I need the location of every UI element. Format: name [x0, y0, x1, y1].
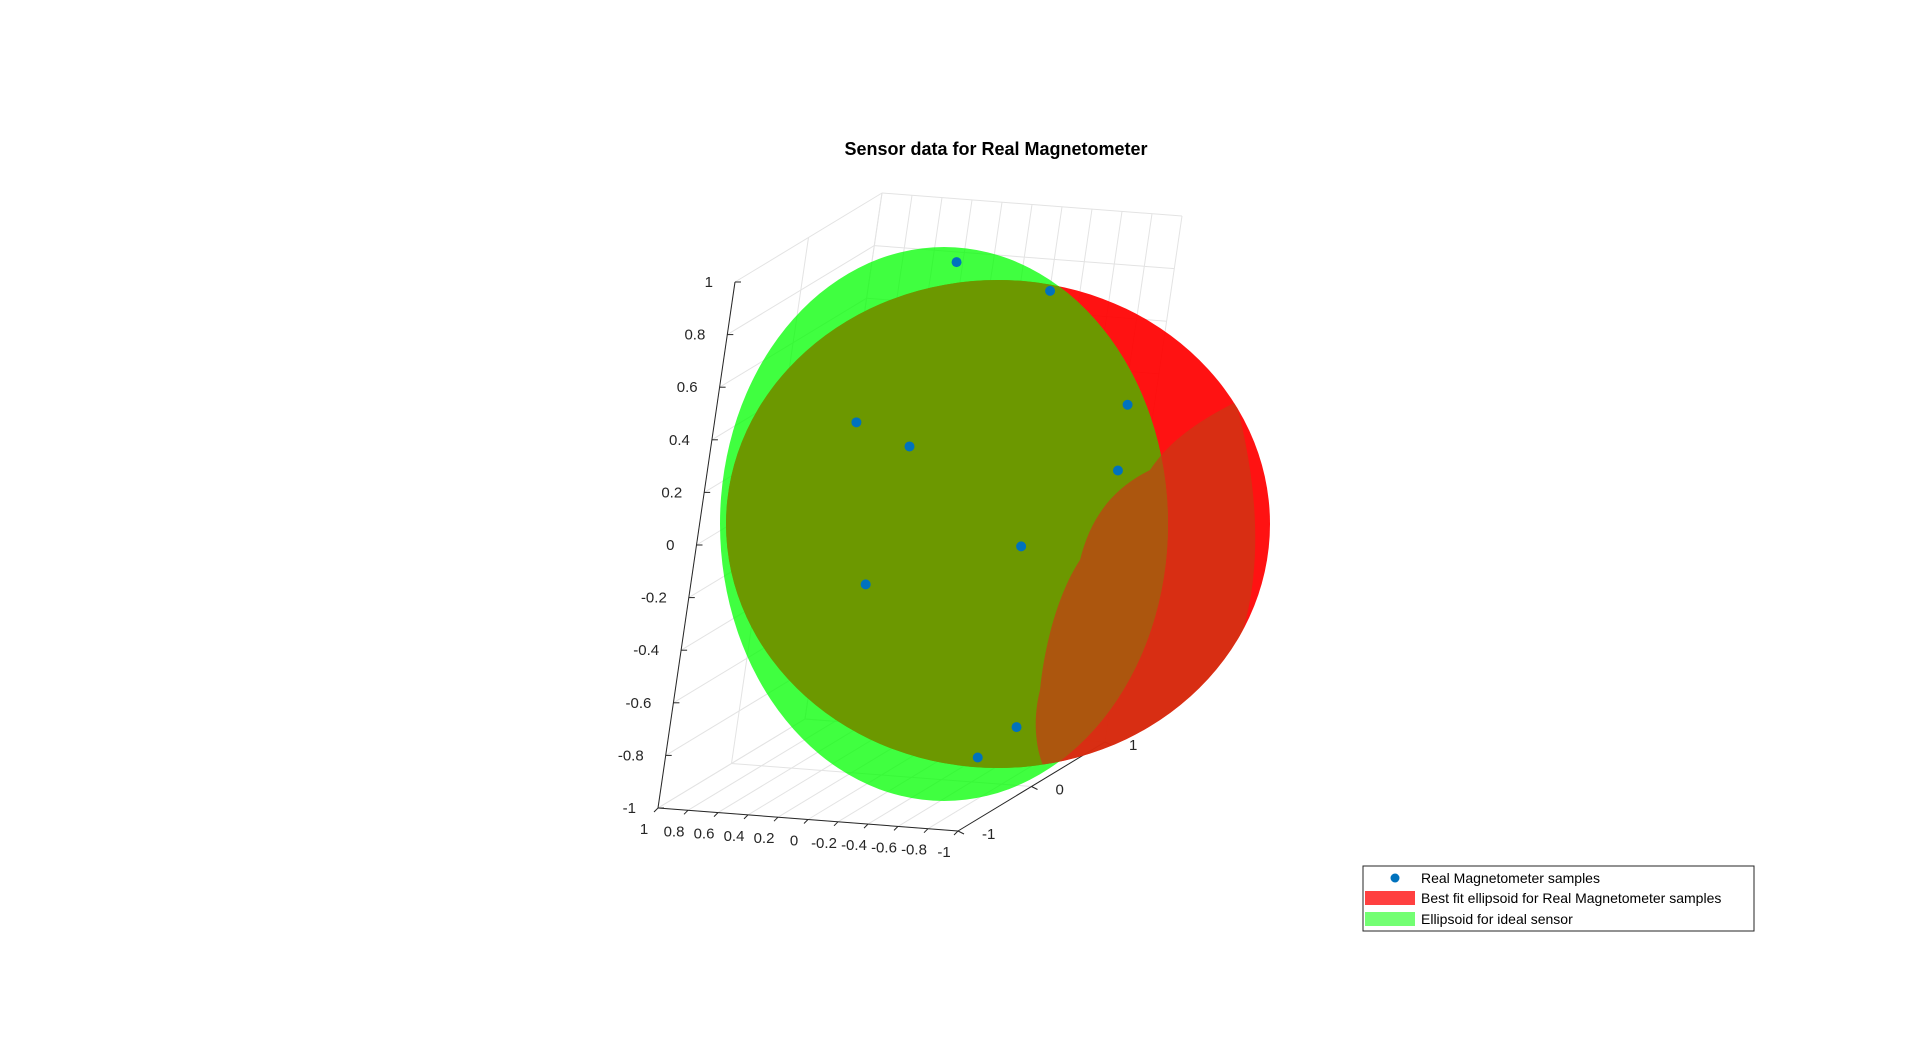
sample-point: [1112, 465, 1123, 476]
x-tick-label: -0.2: [811, 835, 837, 852]
chart-title: Sensor data for Real Magnetometer: [844, 139, 1147, 159]
side-wall-grid-line-z: [727, 245, 875, 336]
x-tick-label: -0.6: [871, 839, 897, 856]
z-tick-label: -0.2: [641, 590, 667, 607]
side-wall-grid-line-z: [734, 192, 883, 283]
y-axis-tick-labels: 1 0 -1: [982, 737, 1137, 843]
y-tick-label: -1: [982, 826, 995, 843]
y-tick-label: 0: [1056, 782, 1064, 799]
overlap-region: [726, 280, 1256, 768]
legend-label-fit-ellipsoid: Best fit ellipsoid for Real Magnetometer…: [1421, 890, 1721, 906]
z-tick-label: 0.8: [684, 327, 705, 344]
z-tick-label: -0.8: [618, 747, 644, 764]
x-axis-tick-labels: 1 0.8 0.6 0.4 0.2 0 -0.2 -0.4 -0.6 -0.8 -1: [640, 821, 951, 861]
y-tick-mark: [957, 830, 965, 835]
x-tick-mark: [743, 814, 749, 820]
legend-item-ideal-ellipsoid[interactable]: Ellipsoid for ideal sensor: [1365, 911, 1573, 927]
sample-point: [1016, 541, 1027, 552]
x-tick-label: -1: [937, 844, 950, 861]
x-tick-label: 0.8: [664, 823, 685, 840]
legend-label-samples: Real Magnetometer samples: [1421, 870, 1600, 886]
x-tick-mark: [803, 819, 809, 824]
sample-points: [851, 257, 1133, 763]
sample-point: [972, 752, 983, 763]
y-tick-label: 1: [1129, 737, 1137, 754]
legend-swatch-fit-ellipsoid: [1365, 891, 1415, 905]
x-tick-mark: [773, 816, 779, 822]
legend-box: [1362, 865, 1755, 932]
x-tick-mark: [713, 812, 719, 817]
fit-ellipsoid-shaded-face: [1035, 402, 1256, 768]
x-tick-label: 0.4: [724, 828, 745, 845]
ellipsoid-surfaces: [720, 247, 1270, 801]
z-axis-tick-labels: 1 0.8 0.6 0.4 0.2 0 -0.2 -0.4 -0.6 -0.8 -1: [618, 274, 713, 817]
legend-marker-samples: [1390, 873, 1400, 883]
z-tick-label: -0.4: [633, 642, 659, 659]
axes-box: [653, 281, 1112, 836]
sample-point: [860, 579, 871, 590]
legend-item-samples[interactable]: Real Magnetometer samples: [1390, 870, 1600, 886]
sample-point: [951, 257, 962, 268]
legend-swatch-ideal-ellipsoid: [1365, 912, 1415, 926]
z-tick-label: -1: [623, 800, 636, 817]
z-tick-label: 0: [666, 537, 674, 554]
sample-point: [1045, 285, 1056, 296]
x-tick-label: 0.2: [754, 830, 775, 847]
x-tick-mark: [923, 828, 929, 834]
x-tick-label: 0: [790, 833, 798, 850]
y-tick-mark: [1031, 786, 1038, 790]
sample-point: [1011, 722, 1022, 733]
x-tick-mark: [953, 830, 959, 836]
x-tick-label: 0.6: [694, 826, 715, 843]
legend[interactable]: Real Magnetometer samples Best fit ellip…: [1362, 865, 1755, 932]
x-tick-label: 1: [640, 821, 648, 838]
z-tick-label: 0.4: [669, 432, 690, 449]
z-tick-label: 1: [705, 274, 713, 291]
side-wall-grid-line-z: [657, 718, 806, 809]
x-tick-mark: [863, 823, 869, 829]
x-tick-mark: [683, 809, 689, 815]
x-tick-label: -0.4: [841, 837, 867, 854]
x-tick-label: -0.8: [901, 842, 927, 859]
legend-label-ideal-ellipsoid: Ellipsoid for ideal sensor: [1421, 911, 1573, 927]
x-tick-mark: [653, 807, 659, 813]
sample-point: [1122, 399, 1133, 410]
x-tick-mark: [893, 826, 899, 831]
sample-point: [851, 417, 862, 428]
legend-item-fit-ellipsoid[interactable]: Best fit ellipsoid for Real Magnetometer…: [1365, 890, 1721, 906]
z-tick-label: 0.2: [661, 484, 682, 501]
z-tick-label: -0.6: [626, 695, 652, 712]
x-tick-mark: [833, 821, 839, 827]
back-wall-grid-line-z: [881, 192, 1183, 217]
sample-point: [904, 441, 915, 452]
z-tick-label: 0.6: [677, 379, 698, 396]
